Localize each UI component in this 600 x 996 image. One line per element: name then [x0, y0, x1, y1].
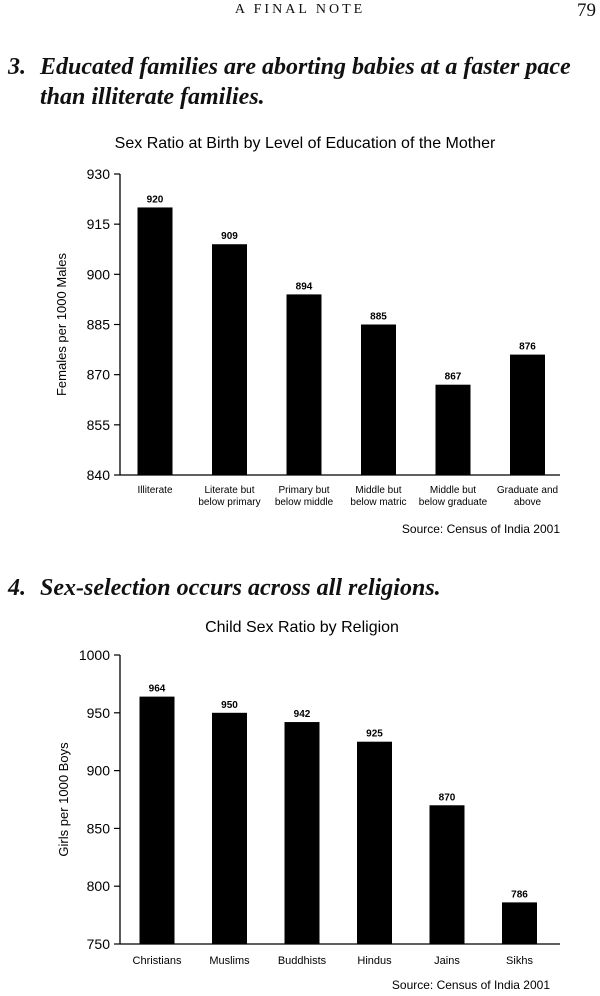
bar — [137, 207, 173, 475]
chart-title: Child Sex Ratio by Religion — [205, 619, 399, 636]
bar — [361, 324, 396, 475]
category-label: Literate but below primary — [198, 485, 260, 508]
data-label: 870 — [439, 792, 456, 803]
y-tick-label: 750 — [87, 936, 111, 952]
category-label: Middle but below graduate — [419, 485, 488, 508]
bar — [212, 712, 247, 944]
data-label: 964 — [149, 684, 166, 695]
source-note: Source: Census of India 2001 — [402, 522, 560, 536]
data-label: 925 — [366, 729, 383, 740]
data-label: 909 — [221, 231, 238, 242]
category-label: Sikhs — [506, 955, 533, 967]
data-label: 885 — [370, 312, 387, 323]
section-heading-text: Educated families are aborting babies at… — [40, 54, 571, 110]
bar — [357, 741, 392, 944]
category-label: Muslims — [209, 955, 250, 967]
y-tick-label: 930 — [87, 166, 111, 182]
bar — [212, 244, 247, 475]
bar — [435, 384, 471, 475]
religion-sex-ratio-chart: Child Sex Ratio by Religion 750 800 850 900 9… — [56, 619, 560, 992]
page-header: A FINAL NOTE 79 — [0, 0, 600, 30]
category-label: Buddhists — [278, 955, 327, 967]
bar — [429, 805, 465, 944]
y-tick-label: 800 — [87, 878, 111, 894]
section-heading-text: Sex-selection occurs across all religion… — [40, 575, 441, 601]
running-head: A FINAL NOTE — [234, 2, 366, 17]
section-number: 4. — [8, 575, 26, 601]
bar — [510, 354, 545, 475]
y-tick-label: 855 — [87, 417, 111, 433]
y-axis-label: Girls per 1000 Boys — [56, 742, 71, 857]
y-tick-label: 1000 — [79, 647, 110, 663]
page-number: 79 — [577, 0, 596, 21]
education-sex-ratio-chart: Sex Ratio at Birth by Level of Education… — [54, 135, 560, 536]
y-tick-label: 840 — [87, 467, 111, 483]
section-heading-3: 3. Educated families are aborting babies… — [0, 52, 600, 116]
bar — [286, 294, 322, 475]
chart-title: Sex Ratio at Birth by Level of Education… — [115, 135, 496, 152]
y-tick-label: 900 — [87, 763, 111, 779]
category-label: Primary but below middle — [275, 485, 334, 508]
category-label: Illiterate — [137, 485, 172, 496]
data-label: 942 — [294, 709, 311, 720]
data-label: 786 — [511, 889, 528, 900]
data-label: 920 — [147, 194, 164, 205]
source-note: Source: Census of India 2001 — [392, 978, 550, 992]
y-axis-label: Females per 1000 Males — [54, 252, 69, 396]
data-label: 867 — [445, 372, 462, 383]
section-heading-4: 4. Sex-selection occurs across all relig… — [0, 573, 600, 607]
y-tick-label: 950 — [87, 705, 111, 721]
bar — [502, 902, 537, 944]
category-label: Middle but below matric — [350, 485, 406, 508]
data-label: 876 — [519, 342, 536, 353]
bar — [284, 722, 320, 944]
category-label: Hindus — [357, 955, 392, 967]
data-label: 950 — [221, 700, 238, 711]
category-label: Graduate and above — [497, 485, 558, 508]
y-tick-label: 915 — [87, 216, 111, 232]
section-number: 3. — [8, 54, 26, 80]
y-tick-label: 885 — [87, 317, 111, 333]
y-tick-label: 900 — [87, 266, 111, 282]
y-tick-label: 850 — [87, 820, 111, 836]
category-label: Jains — [434, 955, 460, 967]
y-tick-label: 870 — [87, 367, 111, 383]
data-label: 894 — [296, 281, 313, 292]
bar — [139, 696, 175, 944]
category-label: Christians — [133, 955, 182, 967]
